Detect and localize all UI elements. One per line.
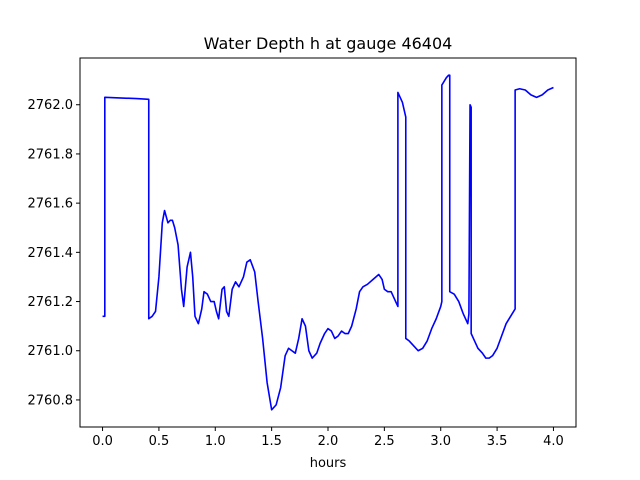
x-tick-label: 0.0	[92, 434, 113, 449]
plot-area	[80, 58, 576, 427]
x-tick-label: 0.5	[149, 434, 170, 449]
x-tick-label: 2.5	[374, 434, 395, 449]
x-axis-label: hours	[310, 456, 347, 471]
chart-title: Water Depth h at gauge 46404	[204, 34, 453, 53]
x-tick-label: 3.5	[487, 434, 508, 449]
y-tick-label: 2761.4	[28, 246, 74, 261]
x-axis: 0.0 0.5 1.0 1.5 2.0 2.5 3.0 3.5 4.0	[92, 427, 564, 449]
y-axis: 2760.8 2761.0 2761.2 2761.4 2761.6 2761.8 2762…	[28, 98, 80, 408]
y-tick-label: 2761.8	[28, 147, 74, 162]
y-tick-label: 2762.0	[28, 98, 74, 113]
x-tick-label: 1.0	[205, 434, 226, 449]
y-tick-label: 2760.8	[28, 393, 74, 408]
y-tick-label: 2761.6	[28, 197, 74, 212]
x-tick-label: 1.5	[261, 434, 282, 449]
y-tick-label: 2761.0	[28, 344, 74, 359]
x-tick-label: 4.0	[543, 434, 564, 449]
series-line	[102, 74, 554, 411]
series-layer	[102, 74, 554, 411]
x-tick-label: 3.0	[430, 434, 451, 449]
x-tick-label: 2.0	[318, 434, 339, 449]
y-tick-label: 2761.2	[28, 295, 74, 310]
